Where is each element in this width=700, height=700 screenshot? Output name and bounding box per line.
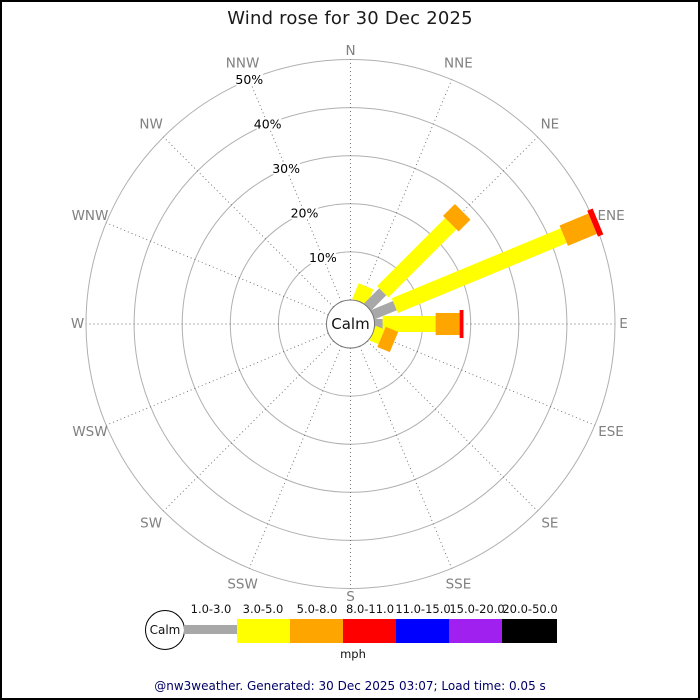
footer-attribution: @nw3weather. Generated: 30 Dec 2025 03:0…	[154, 679, 546, 693]
wind-bar-segment-e-5.0-8.0	[435, 313, 460, 335]
direction-label-e: E	[619, 316, 628, 332]
grid-radial-ssw	[248, 346, 342, 569]
direction-label-wsw: WSW	[72, 424, 107, 440]
wind-bar-segment-ne-5.0-8.0	[443, 204, 471, 232]
grid-radial-sw	[163, 340, 334, 512]
chart-title: Wind rose for 30 Dec 2025	[227, 8, 473, 29]
wind-bar-segment-ene-8.0-11.0	[587, 208, 604, 237]
wind-bar-ne	[363, 204, 471, 311]
radial-tick-label-20: 20%	[291, 205, 319, 220]
grid-radial-se	[367, 340, 538, 512]
direction-label-n: N	[345, 43, 355, 59]
grid-radial-sse	[359, 346, 453, 569]
direction-label-nw: NW	[139, 117, 162, 133]
grid-radial-wsw	[105, 332, 329, 426]
wind-bar-segment-e-3.0-5.0	[382, 316, 436, 332]
wind-bar-segment-ene-5.0-8.0	[559, 213, 597, 246]
wind-bar-ese	[369, 325, 399, 353]
calm-center-label: Calm	[331, 315, 369, 333]
radial-tick-label-10: 10%	[309, 250, 337, 265]
direction-label-nne: NNE	[444, 55, 473, 71]
wind-bar-segment-e-8.0-11.0	[459, 310, 464, 338]
wind-bar-segment-ese-5.0-8.0	[377, 326, 399, 353]
wind-bar-ene	[370, 208, 604, 320]
grid-radial-nnw	[248, 79, 342, 302]
grid-radial-nw	[163, 136, 334, 308]
direction-label-sw: SW	[140, 515, 162, 531]
direction-label-w: W	[71, 316, 84, 332]
direction-label-ene: ENE	[597, 208, 624, 224]
direction-label-sse: SSE	[446, 577, 472, 593]
wind-bar-segment-ne-3.0-5.0	[377, 218, 457, 298]
direction-label-s: S	[346, 589, 355, 605]
wind-bar-segment-ese-3.0-5.0	[369, 325, 385, 345]
direction-label-ne: NE	[541, 117, 560, 133]
direction-label-ese: ESE	[598, 424, 624, 440]
radial-tick-label-50: 50%	[235, 72, 263, 87]
calm-circle	[326, 299, 375, 349]
wind-bar-segment-ene-3.0-5.0	[391, 228, 567, 314]
wind-bar-segment-ene-1.0-3.0	[370, 300, 397, 320]
direction-label-wnw: WNW	[72, 208, 109, 224]
radial-tick-label-30: 30%	[272, 161, 300, 176]
grid-radial-ese	[372, 332, 596, 426]
wind-bar-segment-ne-1.0-3.0	[363, 288, 387, 311]
grid-radial-wnw	[105, 222, 329, 316]
direction-label-ssw: SSW	[227, 577, 258, 593]
wind-bar-e	[374, 310, 464, 338]
direction-label-nnw: NNW	[226, 55, 260, 71]
direction-label-se: SE	[541, 515, 558, 531]
grid-radial-nne	[359, 79, 453, 302]
radial-tick-label-40: 40%	[254, 117, 282, 132]
